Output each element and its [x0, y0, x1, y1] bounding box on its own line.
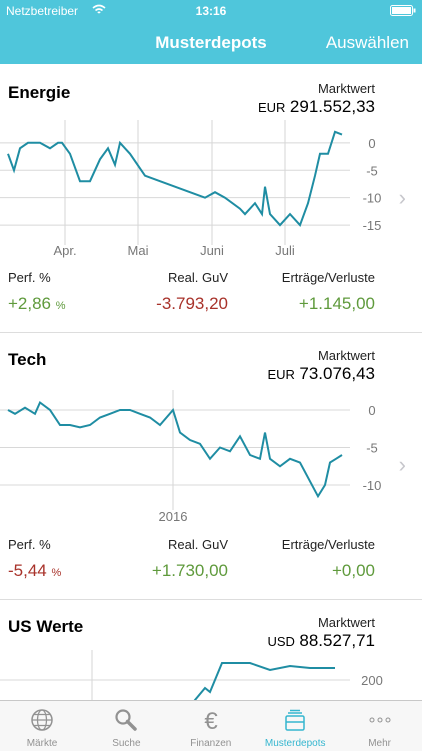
separator: [0, 599, 422, 600]
clock: 13:16: [195, 4, 227, 18]
tab-label: Märkte: [26, 738, 58, 749]
y-tick-label: -10: [363, 478, 382, 493]
amount: 73.076,43: [299, 364, 375, 383]
value-label: Marktwert: [317, 81, 375, 96]
currency: EUR: [267, 367, 295, 382]
svg-text:€: €: [204, 708, 218, 732]
amount: 88.527,71: [299, 631, 375, 650]
tab-icon: €: [204, 708, 218, 732]
metric-value: -3.793,20: [156, 294, 228, 314]
nav-title: Musterdepots: [155, 33, 267, 52]
price-line: [7, 400, 343, 499]
metric-value: +0,00: [332, 561, 375, 581]
y-tick-label: -5: [366, 163, 378, 178]
tab[interactable]: € Finanzen: [169, 701, 253, 751]
metric-value: +1.730,00: [152, 561, 228, 581]
x-tick-label: 2016: [159, 509, 188, 524]
value-label: Marktwert: [317, 348, 375, 363]
tab-label: Suche: [112, 738, 141, 749]
tab-bar: Märkte Suche € Finanzen Musterdepots Mehr: [0, 700, 422, 751]
metric-value: -5,44 %: [8, 561, 61, 581]
x-tick-label: Juni: [200, 243, 224, 258]
metric-value: +1.145,00: [299, 294, 375, 314]
chevron: ›: [398, 452, 406, 477]
select-button[interactable]: Auswählen: [325, 33, 409, 52]
market-value: EUR 291.552,33: [258, 97, 375, 117]
tab[interactable]: Suche: [84, 701, 168, 751]
amount: 291.552,33: [289, 97, 375, 116]
x-tick-label: Juli: [275, 243, 295, 258]
y-tick-label: -5: [366, 441, 378, 456]
y-tick-label: 200: [361, 673, 383, 688]
x-tick-label: Mai: [128, 243, 149, 258]
metric-unit: %: [51, 567, 62, 579]
battery-icon: [390, 5, 416, 16]
metric-label: Real. GuV: [168, 537, 228, 552]
y-tick-label: -10: [363, 191, 382, 206]
market-value: EUR 73.076,43: [267, 364, 375, 384]
tab-icon: [369, 717, 391, 723]
currency: EUR: [258, 100, 286, 115]
y-tick-label: 0: [368, 403, 375, 418]
chart: Apr. Mai Juni Juli 0 -5 -10 -15: [0, 120, 382, 258]
tab-icon: [285, 709, 305, 731]
currency: USD: [267, 634, 295, 649]
metric-number: -5,44: [8, 561, 47, 580]
metric-label: Perf. %: [8, 270, 51, 285]
tab-label: Musterdepots: [264, 738, 326, 749]
wifi-icon: [92, 4, 106, 14]
x-tick-label: Apr.: [53, 243, 76, 258]
chart: 200: [0, 650, 383, 700]
chart: 2016 0 -5 -10: [0, 390, 382, 524]
metric-number: -3.793,20: [156, 294, 228, 313]
metric-label: Perf. %: [8, 537, 51, 552]
metric-label: Real. GuV: [168, 270, 228, 285]
tab[interactable]: Märkte: [0, 701, 84, 751]
carrier: Netzbetreiber: [6, 4, 79, 18]
depot-name[interactable]: Tech: [8, 350, 47, 369]
tab-icon: [115, 709, 138, 731]
price-line: [193, 662, 335, 700]
tab-icon: [31, 709, 53, 731]
metric-label: Erträge/Verluste: [281, 270, 375, 285]
metric-value: +2,86 %: [8, 294, 66, 314]
market-value: USD 88.527,71: [267, 631, 375, 651]
tab-label: Finanzen: [190, 738, 232, 749]
chevron: ›: [398, 185, 406, 210]
metric-number: +1.145,00: [298, 294, 375, 313]
tab-label: Mehr: [368, 738, 391, 749]
metric-number: +0,00: [331, 561, 375, 580]
y-tick-label: -15: [363, 218, 382, 233]
depot-name[interactable]: Energie: [8, 83, 71, 102]
separator: [0, 332, 422, 333]
tab[interactable]: Musterdepots: [253, 701, 337, 751]
metric-number: +2,86: [8, 294, 52, 313]
header: Netzbetreiber 13:16 Musterdepots Auswähl…: [0, 0, 422, 64]
y-tick-label: 0: [368, 136, 375, 151]
metric-unit: %: [55, 300, 66, 312]
depot-name[interactable]: US Werte: [8, 617, 84, 636]
tab[interactable]: Mehr: [338, 701, 422, 751]
metric-label: Erträge/Verluste: [281, 537, 375, 552]
metric-number: +1.730,00: [151, 561, 228, 580]
value-label: Marktwert: [317, 615, 375, 630]
price-line: [7, 130, 343, 227]
